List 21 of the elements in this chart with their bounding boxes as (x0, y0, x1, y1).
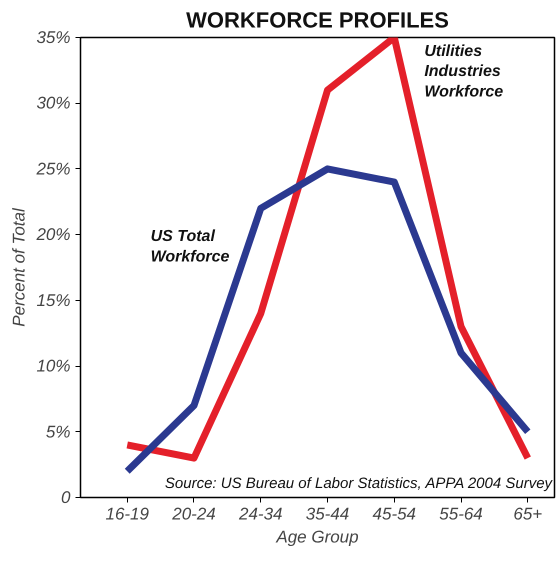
x-tick-label: 45-54 (372, 504, 416, 524)
y-tick-label: 0 (61, 488, 72, 507)
chart-title: WORKFORCE PROFILES (186, 8, 449, 32)
y-tick-label: 5% (46, 422, 71, 442)
series-label: Utilities Industries Workforce (424, 42, 504, 101)
y-tick-label: 15% (36, 290, 71, 310)
x-tick-label: 65+ (513, 504, 542, 524)
x-tick-label: 35-44 (306, 504, 350, 524)
annotation: Source: US Bureau of Labor Statistics, APPA 2004 Survey (164, 475, 554, 492)
series-label: US Total Workforce (150, 228, 230, 266)
y-tick-label: 25% (35, 159, 71, 178)
y-tick-label: 10% (36, 356, 71, 376)
y-tick-label: 20% (35, 225, 71, 244)
y-tick-label: 30% (36, 94, 71, 113)
x-tick-label: 20-24 (171, 504, 216, 524)
y-tick-label: 35% (36, 28, 71, 47)
x-tick-label: 24-34 (238, 504, 282, 524)
x-tick-label: 16-19 (105, 504, 150, 524)
x-axis-title: Age Group (275, 528, 359, 546)
x-tick-label: 55-64 (439, 504, 483, 524)
y-axis-title: Percent of Total (9, 207, 28, 327)
